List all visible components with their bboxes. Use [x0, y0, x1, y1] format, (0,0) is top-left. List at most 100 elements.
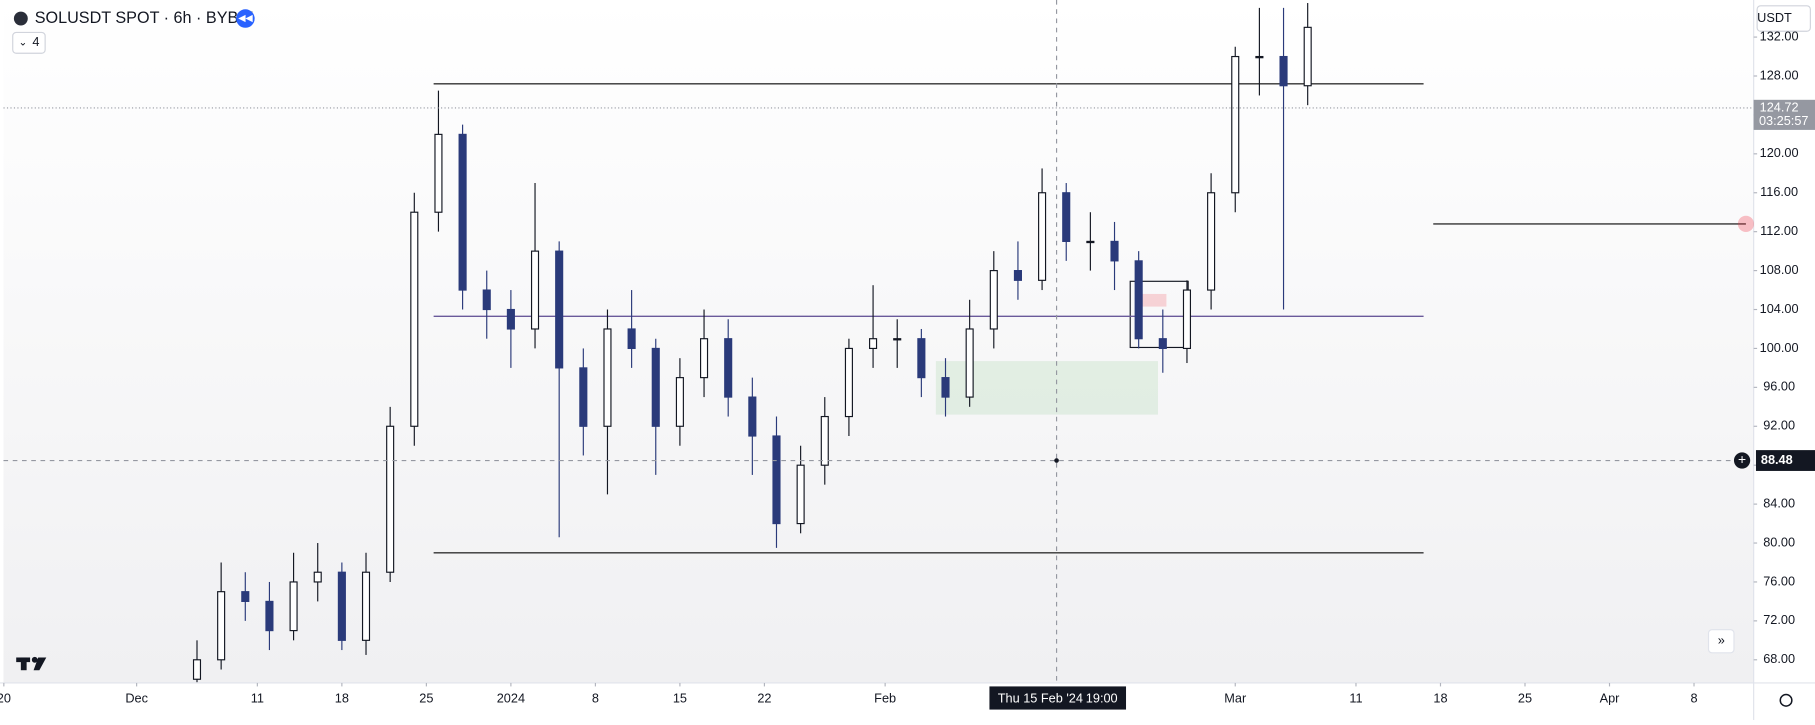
y-tick-label: 100.00 — [1760, 340, 1799, 355]
currency: USDT — [1757, 10, 1792, 25]
crosshair-price-box — [1755, 450, 1815, 471]
x-tick-label: Mar — [1224, 691, 1247, 706]
candle-body — [506, 308, 515, 330]
y-tick-label: 68.00 — [1763, 651, 1795, 666]
candle-body — [820, 415, 829, 466]
candle-body — [748, 396, 757, 437]
candle-body — [1086, 240, 1095, 244]
indicator-toggle[interactable] — [12, 31, 46, 54]
candle-body — [192, 659, 202, 680]
candle-body — [675, 377, 684, 427]
y-tick-label: 80.00 — [1763, 534, 1795, 549]
candle-body — [627, 328, 636, 350]
x-tick-label: 8 — [592, 691, 599, 706]
candle-body — [265, 600, 274, 632]
y-tick-label: 92.00 — [1763, 418, 1795, 433]
candle-body — [458, 133, 467, 291]
candle-body — [1062, 192, 1071, 242]
zone — [1139, 293, 1167, 307]
candle-body — [482, 289, 491, 311]
scroll-button[interactable] — [1707, 629, 1735, 654]
candle-body — [965, 328, 974, 398]
crosshair-date-box — [989, 686, 1127, 710]
y-tick-label: 76.00 — [1763, 573, 1795, 588]
x-tick-label: 18 — [1433, 691, 1447, 706]
candle-body — [1303, 26, 1312, 87]
crosshair-time-label: 19:00 — [1086, 691, 1118, 706]
x-tick-label: Feb — [874, 691, 896, 706]
x-tick-label: 15 — [673, 691, 687, 706]
logo-part — [31, 656, 38, 663]
countdown-label: 03:25:57 — [1759, 113, 1809, 128]
last-price-box — [1753, 99, 1815, 130]
logo-part — [20, 657, 27, 671]
x-tick-label: 11 — [1349, 691, 1362, 706]
candle-body — [941, 377, 950, 398]
candle-body — [217, 591, 226, 661]
x-tick-label: 2024 — [497, 691, 525, 706]
candle-body — [1134, 260, 1143, 340]
y-tick-label: 72.00 — [1763, 612, 1795, 627]
last-price-label: 124.72 — [1760, 99, 1799, 114]
y-tick-label: 96.00 — [1763, 379, 1795, 394]
candle-body — [724, 338, 733, 398]
chevron: ⌄ — [19, 38, 28, 49]
plot-area — [3, 0, 1754, 683]
candle-body — [1038, 192, 1047, 281]
candle-body — [1231, 55, 1240, 194]
x-tick-label: 11 — [251, 691, 264, 706]
candle-body — [772, 435, 781, 525]
y-tick-label: 84.00 — [1763, 495, 1795, 510]
x-tick-label: 25 — [1518, 691, 1532, 706]
replay-icon: ◀◀ — [238, 13, 252, 23]
candle-body — [1207, 192, 1216, 291]
logo-part — [33, 657, 47, 671]
add-alert-button[interactable] — [1733, 452, 1751, 469]
alert-marker — [1737, 215, 1755, 232]
indicator-count: 4 — [32, 34, 39, 49]
symbol-logo — [13, 11, 28, 26]
y-tick-label: 116.00 — [1760, 184, 1798, 199]
candle-body — [241, 591, 250, 602]
tradingview-logo — [16, 656, 47, 671]
candle-body — [1158, 338, 1167, 350]
x-tick-label: Dec — [125, 691, 148, 706]
candle-body — [917, 338, 926, 379]
candle-body — [989, 270, 998, 330]
scroll-icon: » — [1718, 633, 1725, 648]
candle-body — [1255, 55, 1264, 59]
x-tick-label: Apr — [1600, 691, 1621, 706]
y-tick-label: 112.00 — [1760, 223, 1798, 238]
replay-button[interactable] — [236, 9, 255, 28]
candle-body — [1013, 270, 1022, 281]
candle-body — [893, 338, 902, 341]
candle-body — [530, 250, 540, 330]
candle-body — [651, 347, 660, 427]
x-tick-label: 22 — [757, 691, 771, 706]
candle-body — [386, 425, 395, 573]
x-tick-label: 20 — [0, 691, 11, 706]
candle-body — [869, 338, 878, 350]
candle-body — [603, 328, 612, 427]
candle-body — [434, 133, 443, 213]
y-tick-label: 120.00 — [1760, 145, 1799, 160]
y-tick-label: 108.00 — [1760, 262, 1799, 277]
candle-body — [1110, 240, 1119, 262]
currency-button[interactable] — [1756, 5, 1811, 32]
crosshair-price-label: 88.48 — [1761, 452, 1793, 467]
candle-body — [361, 571, 371, 641]
symbol-title: SOLUSDT SPOT · 6h · BYBIT — [35, 9, 253, 27]
candle-body — [579, 367, 588, 427]
candle-body — [410, 211, 419, 427]
x-tick-label: 25 — [419, 691, 433, 706]
settings-button[interactable] — [1779, 693, 1793, 707]
candle-body — [1279, 55, 1288, 87]
x-tick-label: 8 — [1690, 691, 1697, 706]
y-tick-label: 104.00 — [1760, 301, 1799, 316]
crosshair-center — [1054, 458, 1059, 463]
candle-body — [796, 464, 805, 525]
crosshair-date-label: Thu 15 Feb '24 — [998, 691, 1083, 706]
candle-body — [699, 338, 709, 379]
candle-body — [844, 347, 853, 418]
